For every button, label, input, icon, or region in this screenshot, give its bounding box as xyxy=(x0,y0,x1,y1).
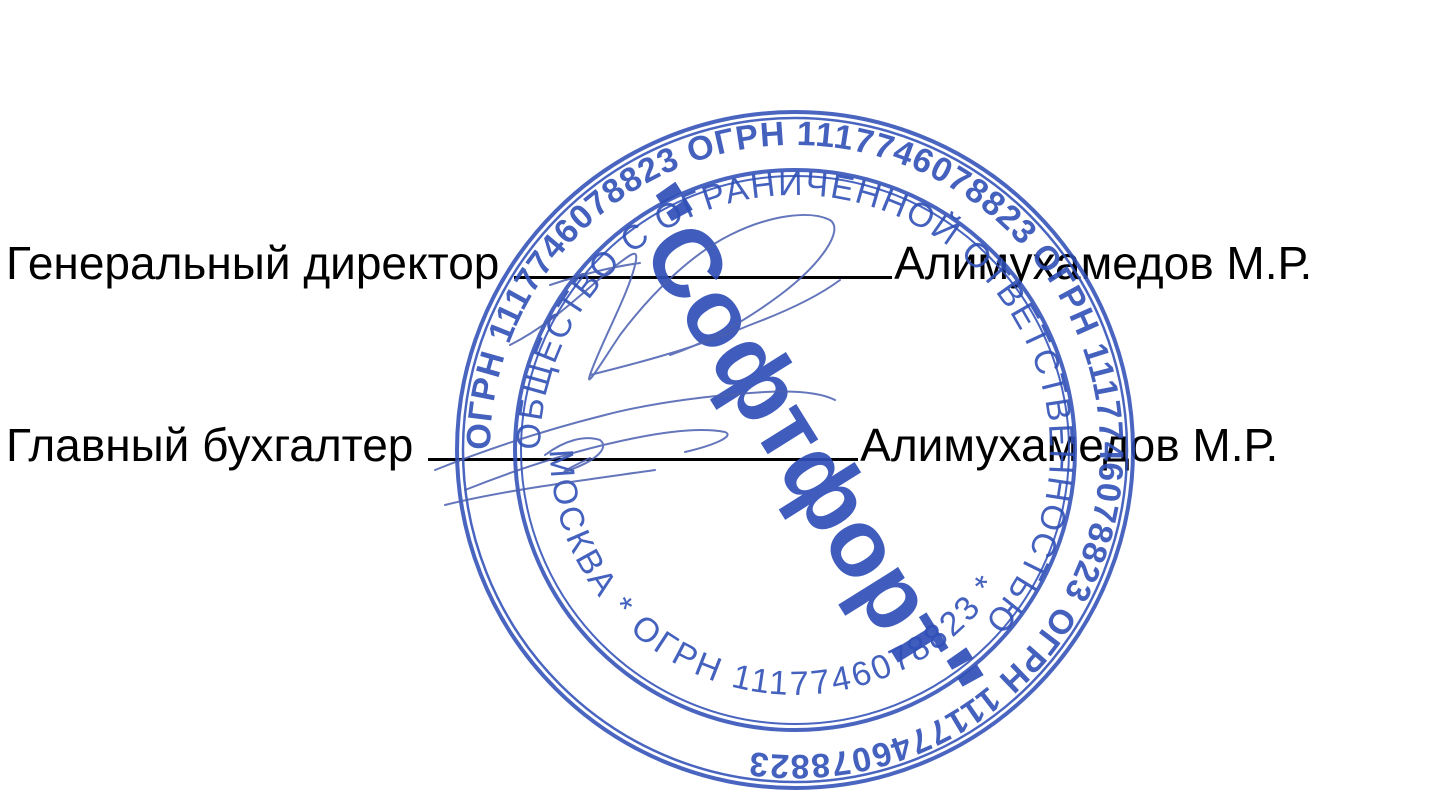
director-signature-blank xyxy=(514,236,893,279)
accountant-handwritten-signature xyxy=(434,390,836,506)
company-seal-stamp: ОГРН 1117746078823 ОГРН 1117746078823 ОГ… xyxy=(455,110,1135,790)
accountant-title: Главный бухгалтер xyxy=(6,419,414,471)
director-title: Генеральный директор xyxy=(6,237,500,289)
director-handwritten-signature xyxy=(509,214,841,381)
accountant-signature-blank xyxy=(428,418,859,461)
director-name: Алимухамедов М.Р. xyxy=(894,237,1313,289)
director-signature-line: Генеральный директор Алимухамедов М.Р. xyxy=(6,236,1312,286)
